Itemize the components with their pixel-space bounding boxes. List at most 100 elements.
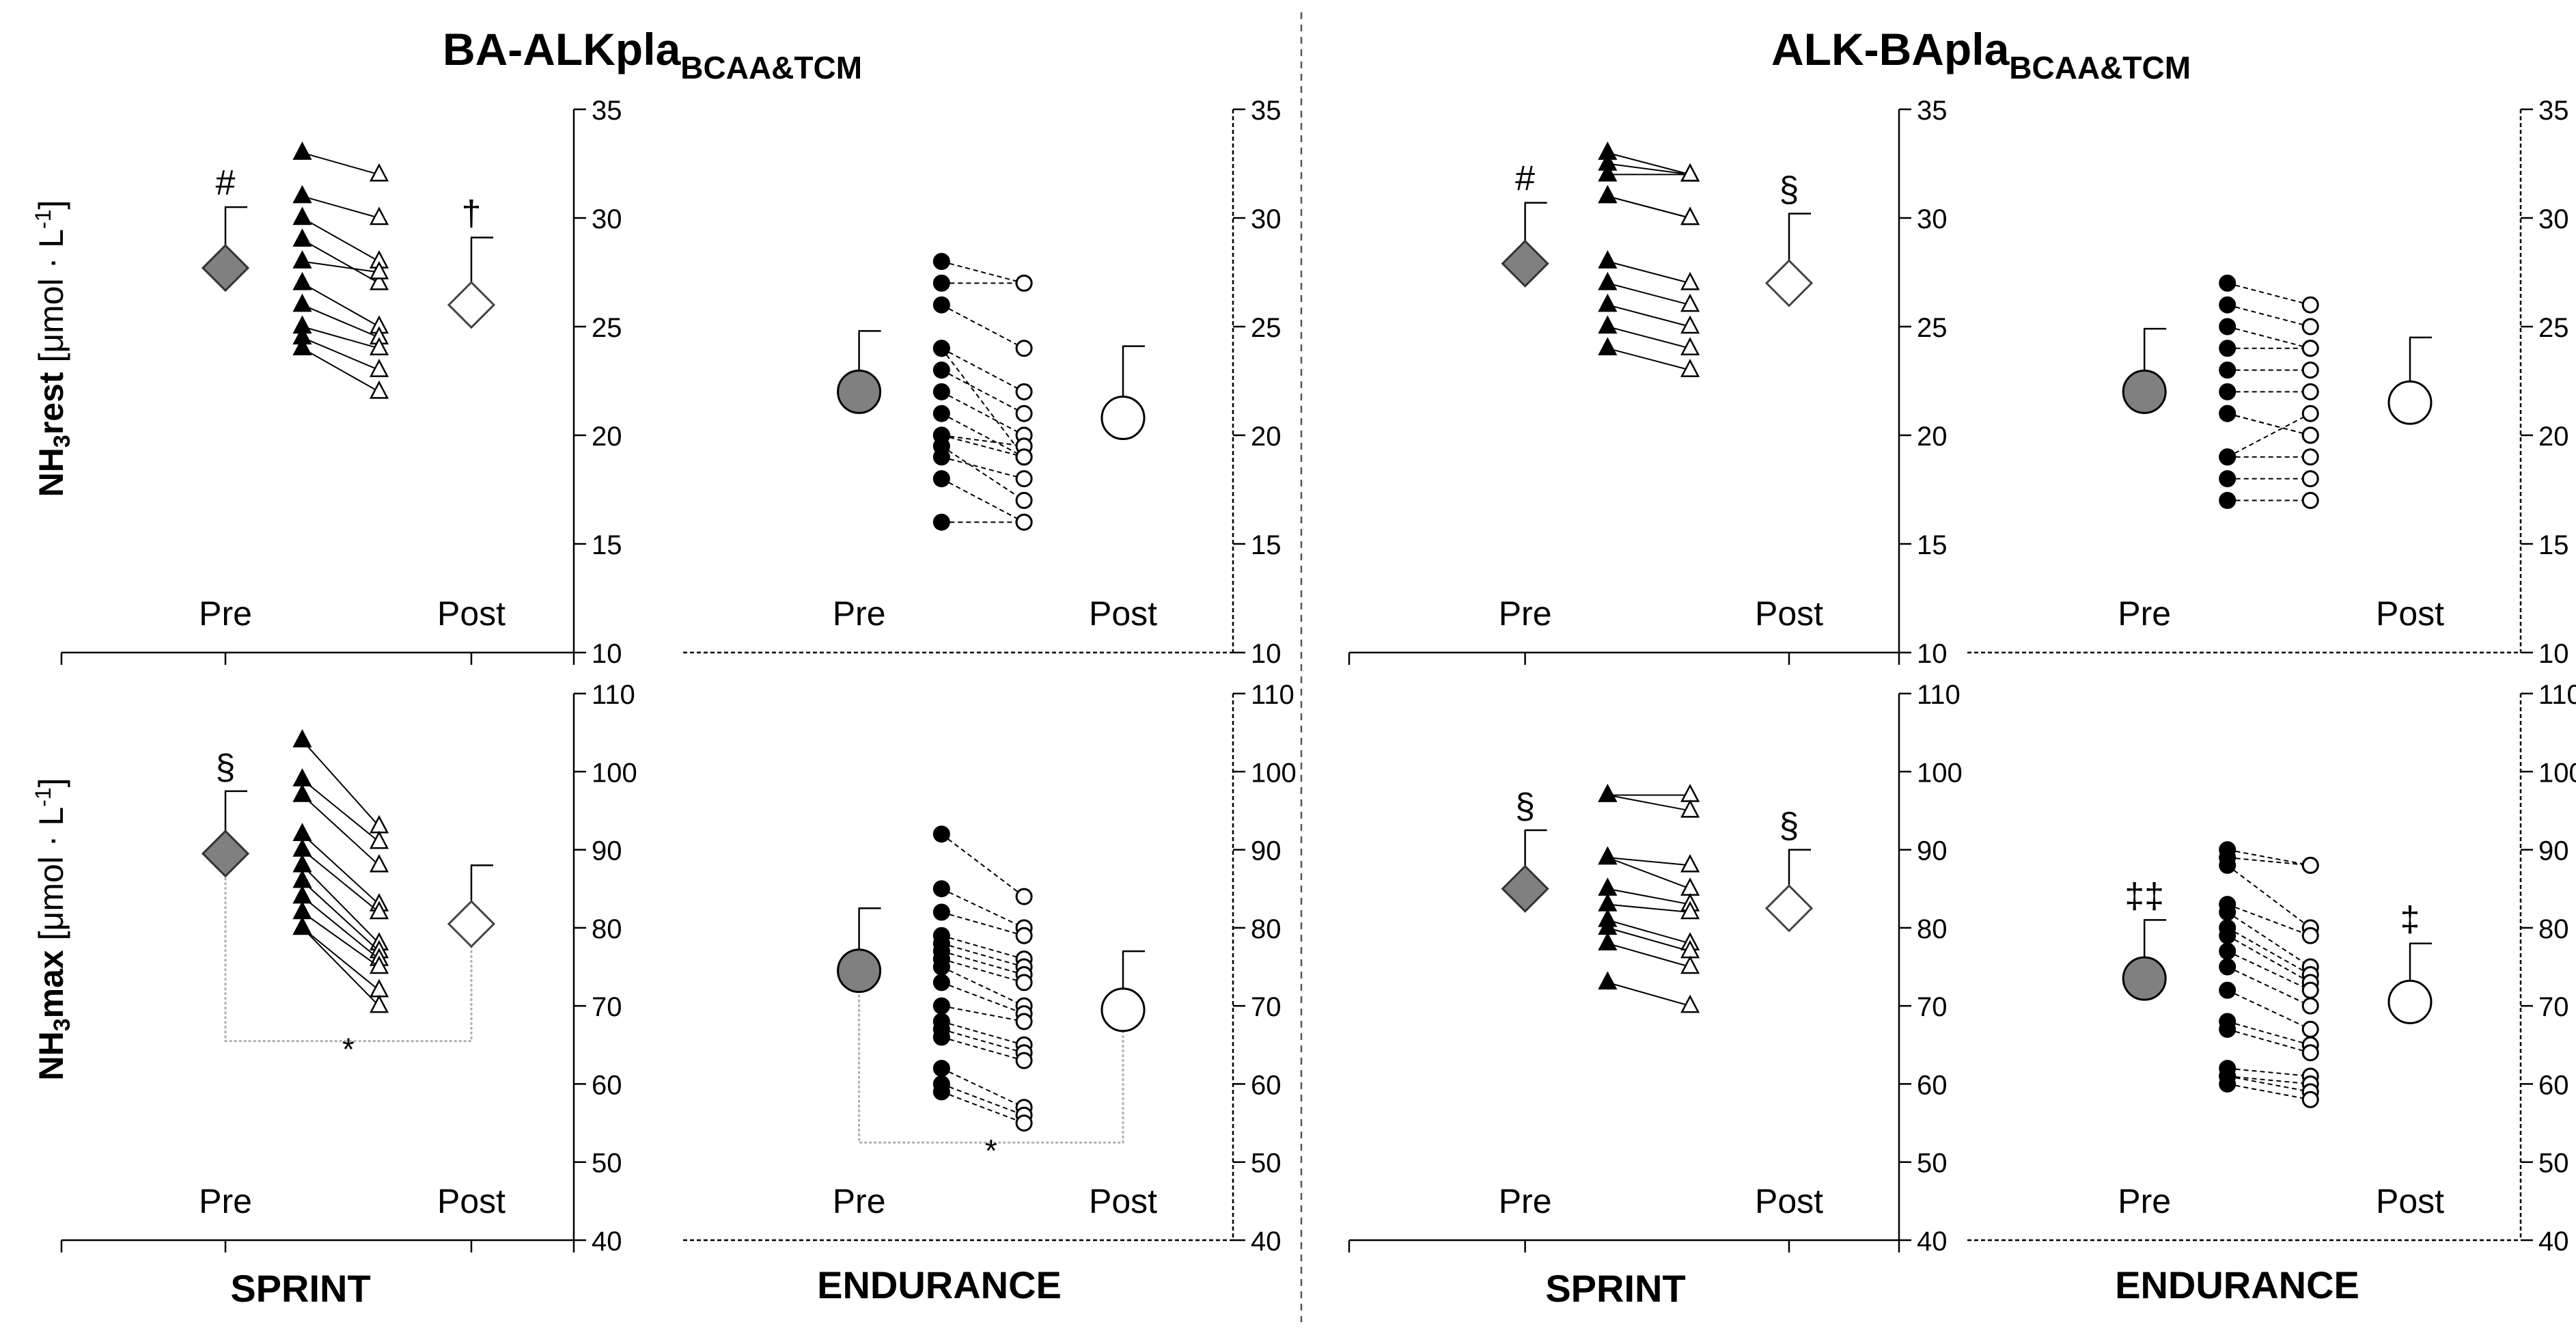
individual-line xyxy=(302,260,380,273)
individual-post-point xyxy=(1680,293,1700,312)
individual-post-point xyxy=(369,994,389,1013)
individual-pre-point xyxy=(932,274,950,292)
y-tick-label: 15 xyxy=(1917,530,1948,560)
significance-bracket xyxy=(224,853,473,1043)
individual-pre-point xyxy=(292,768,312,786)
group-title-1: BA-ALKplaBCAA&TCM xyxy=(443,24,862,85)
post-label: Post xyxy=(437,1182,505,1220)
y-tick-label: 50 xyxy=(2538,1149,2569,1179)
y-tick-label: 30 xyxy=(592,204,622,234)
post-mean-marker xyxy=(1100,987,1146,1032)
individual-post-point xyxy=(1015,470,1033,488)
y-tick-label: 90 xyxy=(592,836,622,866)
y-tick-label: 100 xyxy=(592,758,637,788)
individual-line xyxy=(1607,347,1691,371)
individual-line xyxy=(2227,1083,2311,1101)
individual-pre-point xyxy=(1598,877,1618,896)
individual-pre-point xyxy=(932,974,950,991)
individual-line xyxy=(301,849,380,913)
individual-line xyxy=(941,446,1025,502)
individual-post-point xyxy=(1680,206,1700,225)
individual-line xyxy=(941,260,1025,284)
y-tick-label: 60 xyxy=(1251,1070,1282,1100)
individual-line xyxy=(2227,927,2311,976)
individual-line xyxy=(941,981,1025,1015)
individual-pre-point xyxy=(2219,340,2236,357)
panel-p7: 40 50 60 70 80 90 100 110 Pre Post § § xyxy=(1348,680,1963,1257)
individual-post-point xyxy=(369,359,389,377)
group-title-2: ALK-BAplaBCAA&TCM xyxy=(1771,24,2191,85)
individual-line xyxy=(2227,950,2311,991)
significance-star: * xyxy=(985,1133,997,1168)
individual-line xyxy=(302,152,380,176)
individual-line xyxy=(301,739,380,827)
individual-line xyxy=(2227,326,2311,349)
individual-post-point xyxy=(2301,927,2319,944)
post-label: Post xyxy=(1089,1182,1157,1220)
post-label: Post xyxy=(2376,594,2444,633)
pre-label: Pre xyxy=(1499,1182,1552,1220)
individual-pre-point xyxy=(932,470,950,488)
y-tick-label: 30 xyxy=(1917,204,1948,234)
individual-pre-point xyxy=(932,1060,950,1078)
individual-line xyxy=(1607,888,1691,905)
individual-pre-point xyxy=(2219,1020,2236,1038)
post-mean-marker xyxy=(2387,979,2433,1024)
individual-pre-point xyxy=(2219,361,2236,379)
individual-post-point xyxy=(2301,318,2319,335)
individual-pre-point xyxy=(292,853,312,873)
individual-pre-point xyxy=(1598,315,1618,334)
individual-pre-point xyxy=(292,250,312,269)
individual-post-point xyxy=(1680,955,1700,974)
individual-line xyxy=(301,864,380,944)
individual-line xyxy=(2227,1075,2311,1093)
individual-pre-point xyxy=(1598,271,1618,290)
individual-post-point xyxy=(1015,340,1033,357)
individual-line xyxy=(941,888,1025,929)
individual-line xyxy=(2227,966,2311,1007)
individual-line xyxy=(1607,794,1691,812)
y-tick-label: 100 xyxy=(2538,758,2576,788)
y-tick-label: 110 xyxy=(1251,680,1294,710)
individual-pre-point xyxy=(292,901,312,920)
individual-line xyxy=(941,958,1025,983)
y-tick-label: 35 xyxy=(592,96,622,126)
individual-line xyxy=(302,282,380,327)
individual-pre-point xyxy=(2219,296,2236,314)
individual-post-point xyxy=(1015,513,1033,531)
individual-post-point xyxy=(2301,981,2319,999)
individual-pre-point xyxy=(1598,163,1618,182)
y-tick-label: 20 xyxy=(1251,422,1282,452)
individual-line xyxy=(941,435,1025,447)
individual-pre-point xyxy=(2219,318,2236,335)
individual-line xyxy=(941,1005,1025,1022)
individual-post-point xyxy=(2301,1044,2319,1062)
individual-pre-point xyxy=(292,784,312,802)
y-tick-label: 40 xyxy=(2538,1227,2569,1257)
y-tick-label: 10 xyxy=(2538,639,2569,669)
individual-pre-point xyxy=(2219,927,2236,944)
individual-pre-point xyxy=(1598,971,1618,990)
individual-line xyxy=(1607,857,1691,890)
individual-pre-point xyxy=(292,885,312,904)
individual-line xyxy=(301,778,380,842)
individual-post-point xyxy=(1015,448,1033,466)
y-tick-label: 40 xyxy=(1251,1227,1282,1257)
individual-post-point xyxy=(369,853,389,873)
individual-line xyxy=(302,195,380,219)
y-tick-label: 80 xyxy=(1251,914,1282,944)
individual-line xyxy=(301,896,380,960)
individual-line xyxy=(2227,857,2311,866)
individual-pre-point xyxy=(292,869,312,888)
y-tick-label: 50 xyxy=(1917,1149,1948,1179)
post-annotation: § xyxy=(1779,170,1799,210)
individual-post-point xyxy=(369,901,389,920)
pre-annotation: # xyxy=(216,163,236,203)
row-label-max: NH3max [μmol · L-1] xyxy=(31,778,75,1081)
individual-line xyxy=(1607,903,1691,913)
pre-mean-marker xyxy=(201,244,250,292)
individual-line xyxy=(2227,849,2311,866)
individual-line xyxy=(2227,413,2311,458)
individual-line xyxy=(941,413,1025,458)
y-tick-label: 110 xyxy=(2538,680,2576,710)
